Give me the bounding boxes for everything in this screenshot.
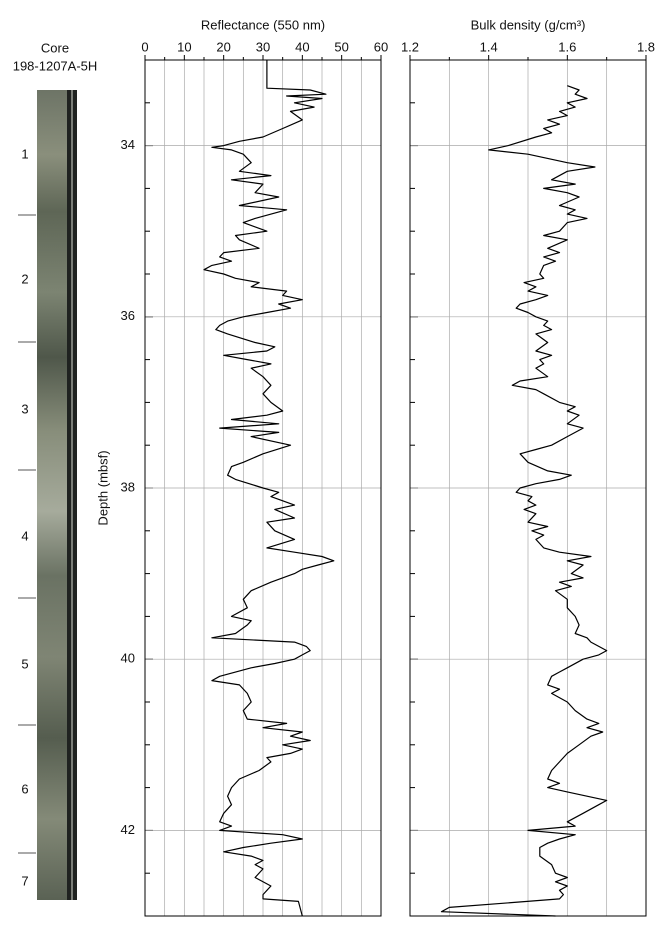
y-tick-label: 34 [121,137,135,152]
data-line [203,60,335,917]
section-label: 4 [21,528,28,543]
y-axis-label: Depth (mbsf) [95,450,110,525]
x-tick-label: 1.4 [480,39,498,54]
data-line [440,85,608,917]
x-tick-label: 1.8 [637,39,655,54]
panel-title: Bulk density (g/cm³) [471,17,586,32]
x-tick-label: 1.2 [401,39,419,54]
plot-frame [409,59,647,917]
section-label: 1 [21,146,28,161]
plot-frame [144,59,382,917]
x-tick-label: 40 [295,39,309,54]
section-label: 6 [21,781,28,796]
x-tick-label: 10 [177,39,191,54]
section-label: 2 [21,271,28,286]
x-tick-label: 20 [216,39,230,54]
core-label: 198-1207A-5H [13,58,98,73]
y-tick-label: 40 [121,651,135,666]
x-tick-label: 60 [374,39,388,54]
y-tick-label: 38 [121,479,135,494]
x-tick-label: 50 [334,39,348,54]
x-tick-label: 0 [141,39,148,54]
x-tick-label: 30 [256,39,270,54]
panel-title: Reflectance (550 nm) [201,17,325,32]
core-image [37,90,67,900]
section-label: 5 [21,656,28,671]
y-tick-label: 36 [121,308,135,323]
x-tick-label: 1.6 [558,39,576,54]
core-title: Core [41,40,69,55]
section-label: 3 [21,401,28,416]
section-label: 7 [21,873,28,888]
y-tick-label: 42 [121,822,135,837]
